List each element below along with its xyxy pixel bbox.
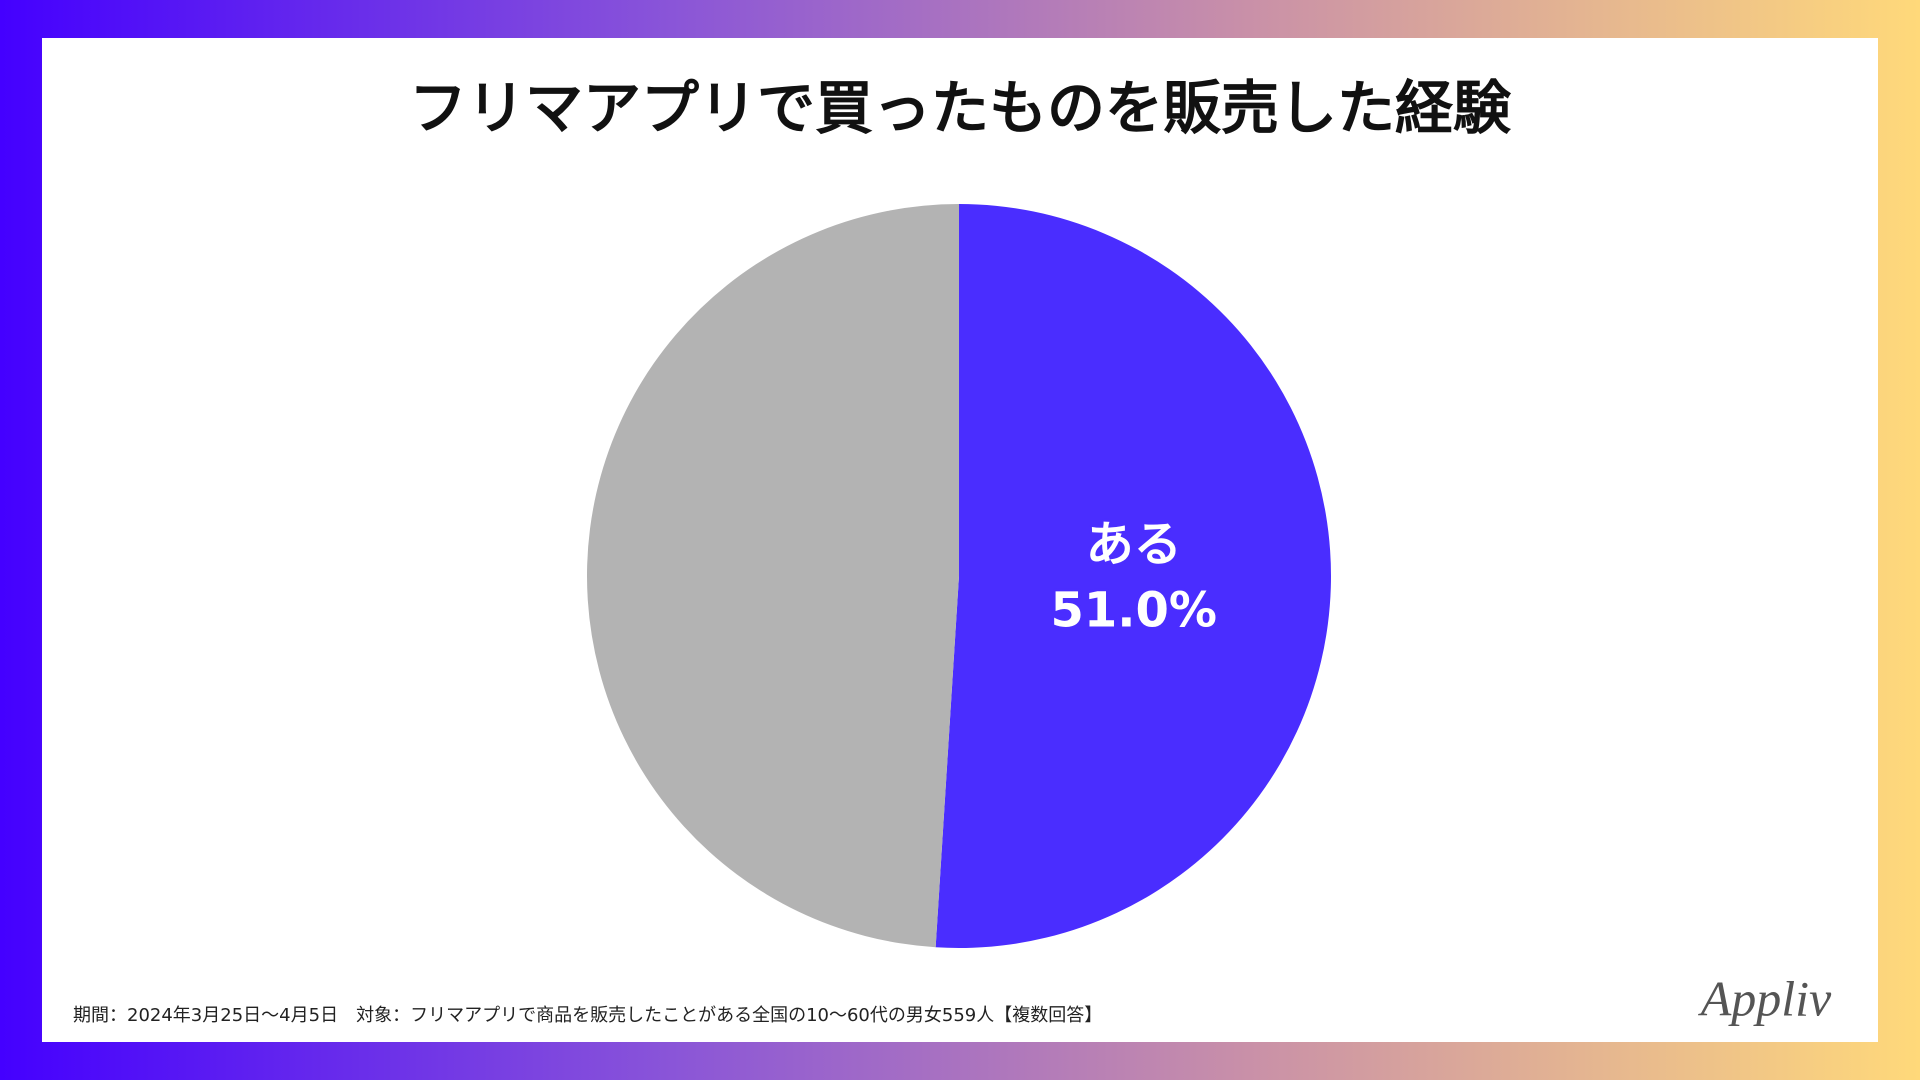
value-label: 51.0% — [1050, 582, 1217, 638]
pie-slice — [586, 204, 959, 948]
logo: Appliv — [1698, 970, 1832, 1026]
chart-title: フリマアプリで買ったものを販売した経験 — [409, 74, 1512, 142]
slice-label: ある — [1086, 516, 1182, 572]
pie-slice — [935, 204, 1331, 948]
footnote: 期間：2024年3月25日〜4月5日 対象：フリマアプリで商品を販売したことがあ… — [73, 1005, 1102, 1026]
